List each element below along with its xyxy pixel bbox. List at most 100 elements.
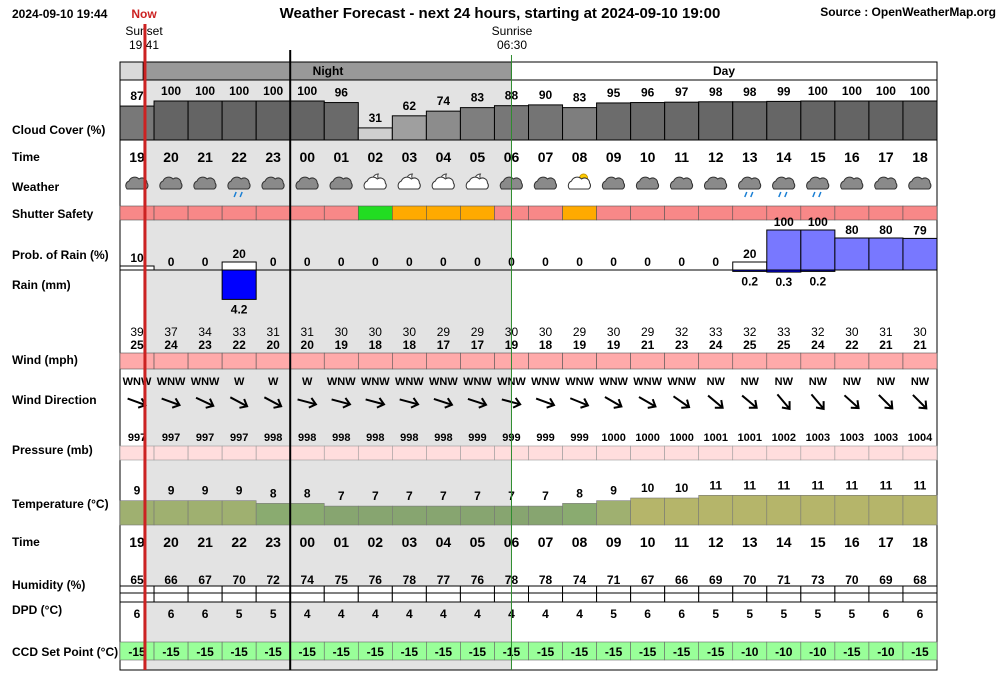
cloud-cover-value: 96 bbox=[335, 86, 349, 100]
temperature-value: 11 bbox=[777, 478, 790, 492]
humidity-bar bbox=[800, 585, 836, 603]
time-label: 22 bbox=[231, 534, 247, 550]
shutter-safety-cell bbox=[596, 205, 631, 221]
ccd-value: -15 bbox=[367, 645, 385, 659]
wind-bar bbox=[664, 352, 700, 370]
ccd-value: -15 bbox=[469, 645, 487, 659]
cloud-icon bbox=[261, 176, 285, 190]
cloud-icon bbox=[159, 176, 183, 190]
cloud-cover-bar bbox=[425, 110, 461, 141]
cloud-cover-value: 96 bbox=[641, 86, 655, 100]
wind-speed-value: 24 bbox=[709, 338, 723, 352]
time-label: 09 bbox=[606, 149, 622, 165]
wind-gust-value: 30 bbox=[845, 325, 859, 339]
humidity-bar bbox=[357, 585, 393, 603]
wind-gust-value: 31 bbox=[301, 325, 315, 339]
cloud-cover-bar bbox=[664, 101, 700, 141]
humidity-value: 73 bbox=[811, 573, 825, 587]
cloud-cover-value: 100 bbox=[876, 84, 896, 98]
humidity-bar bbox=[562, 585, 598, 603]
cloud-icon bbox=[601, 176, 626, 190]
ccd-value: -15 bbox=[537, 645, 555, 659]
time-label: 18 bbox=[912, 149, 928, 165]
prob-rain-value: 100 bbox=[774, 215, 794, 229]
cloud-icon bbox=[669, 176, 694, 190]
wind-gust-value: 32 bbox=[675, 325, 689, 339]
sunrise-time: 06:30 bbox=[497, 38, 527, 52]
wind-arrow-icon bbox=[229, 396, 249, 409]
arrow-shape bbox=[535, 397, 556, 409]
pressure-value: 999 bbox=[468, 432, 486, 444]
dpd-value: 5 bbox=[270, 607, 277, 621]
wind-direction-label: WNW bbox=[633, 376, 662, 388]
source-label: Source : OpenWeatherMap.org bbox=[820, 5, 996, 19]
arrow-shape bbox=[604, 396, 623, 409]
ccd-value: -10 bbox=[741, 645, 759, 659]
cloud-cover-bar bbox=[800, 100, 836, 141]
row-label-ccd: CCD Set Point (°C) bbox=[12, 645, 118, 659]
cloud-cover-value: 83 bbox=[573, 91, 587, 105]
cloud-cover-bar bbox=[391, 115, 427, 141]
ccd-value: -15 bbox=[639, 645, 657, 659]
rain-cloud-icon bbox=[772, 176, 796, 198]
time-label: 10 bbox=[640, 149, 656, 165]
shutter-safety-cell bbox=[528, 205, 563, 221]
wind-arrow-icon bbox=[604, 396, 623, 409]
cloud-cover-value: 98 bbox=[709, 85, 723, 99]
ccd-value: -15 bbox=[333, 645, 351, 659]
wind-direction-label: WNW bbox=[157, 376, 186, 388]
pressure-value: 1001 bbox=[738, 432, 762, 444]
cloud-cover-value: 31 bbox=[369, 111, 383, 125]
wind-bar bbox=[868, 352, 904, 370]
wind-direction-label: NW bbox=[741, 376, 760, 388]
humidity-value: 74 bbox=[301, 573, 315, 587]
temperature-bar bbox=[289, 503, 325, 526]
wind-arrow-icon bbox=[467, 397, 488, 409]
cloud-cover-value: 100 bbox=[161, 84, 181, 98]
arrow-shape bbox=[297, 397, 318, 409]
prob-rain-value: 80 bbox=[879, 223, 893, 237]
arrow-shape bbox=[161, 397, 181, 409]
rain-drops bbox=[778, 191, 788, 198]
row-label-cloud: Cloud Cover (%) bbox=[12, 123, 105, 137]
shutter-safety-cell bbox=[630, 205, 665, 221]
pressure-bar bbox=[323, 445, 359, 461]
time-label: 13 bbox=[742, 534, 758, 550]
temperature-value: 7 bbox=[542, 489, 549, 503]
sun-cloud-icon bbox=[567, 173, 591, 190]
pressure-bar bbox=[630, 445, 665, 461]
wind-gust-value: 37 bbox=[164, 325, 178, 339]
pressure-value: 998 bbox=[400, 432, 418, 444]
temperature-bar bbox=[732, 494, 768, 526]
cloud-icon bbox=[874, 176, 898, 190]
time-label: 11 bbox=[674, 534, 689, 550]
wind-direction-label: WNW bbox=[599, 376, 628, 388]
time-label: 16 bbox=[844, 534, 860, 550]
shutter-safety-cell bbox=[834, 205, 870, 221]
ccd-value: -15 bbox=[911, 645, 929, 659]
dpd-value: 6 bbox=[168, 607, 175, 621]
arrow-shape bbox=[195, 396, 215, 409]
prob-rain-bar bbox=[800, 229, 836, 271]
row-label-time: Time bbox=[12, 150, 40, 164]
temperature-value: 7 bbox=[440, 489, 447, 503]
wind-arrow-icon bbox=[672, 395, 691, 409]
wind-bar bbox=[221, 352, 257, 370]
humidity-bar bbox=[187, 585, 223, 603]
time-label: 17 bbox=[878, 149, 894, 165]
humidity-value: 71 bbox=[607, 573, 621, 587]
cloud-cover-value: 99 bbox=[777, 84, 791, 98]
wind-arrow-icon bbox=[776, 393, 791, 411]
cloud-shape bbox=[193, 176, 217, 190]
time-label: 01 bbox=[333, 534, 349, 550]
prob-rain-bar bbox=[766, 229, 802, 271]
cloud-shape bbox=[431, 176, 455, 190]
temperature-value: 9 bbox=[202, 484, 209, 498]
wind-direction-label: WNW bbox=[565, 376, 594, 388]
wind-speed-value: 18 bbox=[539, 338, 553, 352]
wind-arrow-icon bbox=[638, 396, 657, 409]
pressure-value: 999 bbox=[570, 432, 588, 444]
time-label: 05 bbox=[470, 149, 486, 165]
wind-arrow-icon bbox=[741, 394, 758, 409]
temperature-bar bbox=[698, 494, 734, 526]
